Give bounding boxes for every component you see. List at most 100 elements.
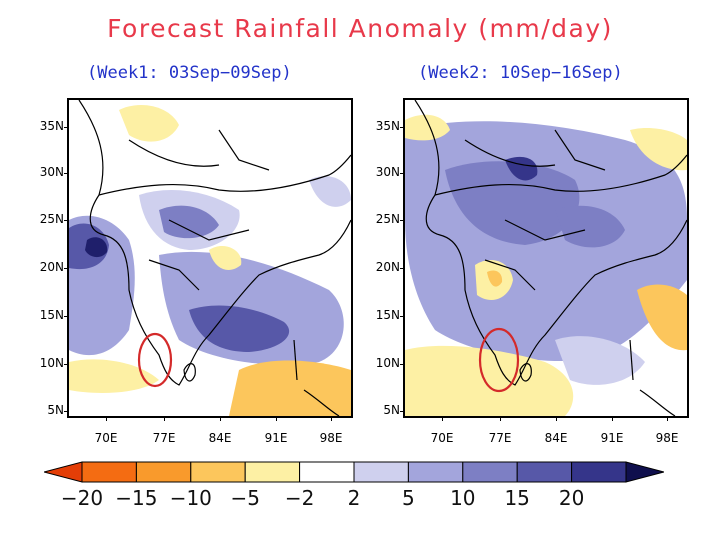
week1-lat-label-20N: 20N [39, 260, 64, 274]
week1-anomaly-dry-east [209, 245, 242, 270]
colorbar-label: 20 [558, 486, 585, 510]
colorbar-segment [571, 461, 627, 483]
colorbar-segment [462, 461, 518, 483]
week1-lon-tick [331, 416, 332, 421]
week2-lat-tick [400, 220, 404, 221]
week1-highlight-ellipse [137, 332, 173, 388]
week2-lat-label-25N: 25N [375, 212, 400, 226]
colorbar-label: −5 [230, 486, 260, 510]
week1-anomaly-very-wet-gujarat [85, 237, 108, 258]
week2-lon-tick [667, 416, 668, 421]
colorbar-segment [135, 461, 192, 483]
week1-lat-tick [64, 173, 68, 174]
week1-anomaly-dry-southwest [69, 359, 159, 393]
map-title: Forecast Rainfall Anomaly (mm/day) [107, 14, 613, 43]
week2-map-panel [403, 98, 689, 418]
week2-coastline [414, 100, 687, 416]
week1-lat-label-25N: 25N [39, 212, 64, 226]
colorbar-segment [353, 461, 409, 483]
week1-lon-label-98E: 98E [319, 431, 343, 445]
week2-lon-tick [556, 416, 557, 421]
week2-lon-label-70E: 70E [430, 431, 454, 445]
week2-lat-label-5N: 5N [383, 403, 400, 417]
week2-lat-tick [400, 127, 404, 128]
week2-lat-label-10N: 10N [375, 356, 400, 370]
week1-lat-tick [64, 220, 68, 221]
week1-lat-tick [64, 127, 68, 128]
week2-anomaly-wet-east [555, 205, 625, 248]
week2-lon-label-91E: 91E [600, 431, 624, 445]
week1-lon-tick [106, 416, 107, 421]
week1-lon-tick [220, 416, 221, 421]
colorbar-label: −2 [284, 486, 315, 510]
week1-subtitle: (Week1: 03Sep−09Sep) [87, 63, 292, 83]
week2-lat-label-20N: 20N [375, 260, 400, 274]
week2-lon-tick [500, 416, 501, 421]
week1-lon-label-77E: 77E [152, 431, 176, 445]
colorbar-label: −15 [115, 486, 158, 510]
week2-highlight-ellipse [478, 327, 520, 393]
week1-lat-label-10N: 10N [39, 356, 64, 370]
week2-anomaly-wet-ocean [555, 336, 645, 385]
week1-lon-tick [276, 416, 277, 421]
week1-lat-tick [64, 364, 68, 365]
colorbar-segment [299, 461, 355, 483]
week1-anomaly-wet-northeast [309, 176, 351, 207]
week1-lat-label-35N: 35N [39, 119, 64, 133]
week1-lon-label-84E: 84E [208, 431, 232, 445]
week2-lon-tick [442, 416, 443, 421]
week2-lon-label-77E: 77E [488, 431, 512, 445]
week2-lat-tick [400, 411, 404, 412]
week2-lat-tick [400, 268, 404, 269]
week1-lat-tick [64, 411, 68, 412]
week2-lat-tick [400, 364, 404, 365]
colorbar-segment [244, 461, 301, 483]
colorbar-segment-highest [625, 461, 664, 483]
colorbar [44, 461, 664, 483]
week1-lat-label-15N: 15N [39, 308, 64, 322]
week1-map-panel [67, 98, 353, 418]
colorbar-label: −10 [169, 486, 212, 510]
week2-anomaly-wet-broad [405, 121, 687, 361]
week2-lon-label-98E: 98E [655, 431, 679, 445]
week2-lat-label-30N: 30N [375, 165, 400, 179]
week2-subtitle: (Week2: 10Sep−16Sep) [418, 63, 623, 83]
week1-lon-tick [164, 416, 165, 421]
week1-anomaly-dry-south [229, 360, 351, 416]
week1-anomaly-fields [69, 105, 351, 416]
week2-anomaly-dry-deccan-core [487, 270, 503, 287]
week1-map [69, 100, 351, 416]
colorbar-segment-lowest [44, 461, 83, 483]
week1-lat-label-30N: 30N [39, 165, 64, 179]
colorbar-label: 5 [402, 486, 415, 510]
week1-anomaly-dry-north [119, 105, 179, 142]
week2-anomaly-dry-south [405, 345, 574, 416]
week1-anomaly-very-wet-bay [189, 305, 290, 352]
week2-lat-tick [400, 173, 404, 174]
week2-lon-label-84E: 84E [544, 431, 568, 445]
colorbar-label: 2 [347, 486, 361, 510]
week2-anomaly-dry-myanmar [637, 284, 687, 351]
week2-anomaly-dry-northeast [630, 128, 687, 171]
week2-lat-label-35N: 35N [375, 119, 400, 133]
week2-lon-tick [612, 416, 613, 421]
colorbar-label: 10 [450, 486, 476, 510]
week1-lat-tick [64, 268, 68, 269]
colorbar-segment [407, 461, 464, 483]
week1-lat-tick [64, 316, 68, 317]
colorbar-segment [81, 461, 137, 483]
week2-lat-tick [400, 316, 404, 317]
week1-lat-label-5N: 5N [47, 403, 64, 417]
colorbar-label: −20 [60, 486, 104, 510]
week2-anomaly-dry-northwest [405, 114, 450, 141]
week1-lon-label-91E: 91E [264, 431, 288, 445]
colorbar-label: 15 [504, 486, 530, 510]
week2-lat-label-15N: 15N [375, 308, 400, 322]
week2-anomaly-very-wet-north [445, 161, 580, 245]
colorbar-segment [190, 461, 246, 483]
week2-map [405, 100, 687, 416]
week1-anomaly-wet-plains [159, 205, 219, 239]
week1-lon-label-70E: 70E [94, 431, 118, 445]
week2-anomaly-fields [405, 114, 687, 416]
week1-coastline [78, 100, 351, 416]
